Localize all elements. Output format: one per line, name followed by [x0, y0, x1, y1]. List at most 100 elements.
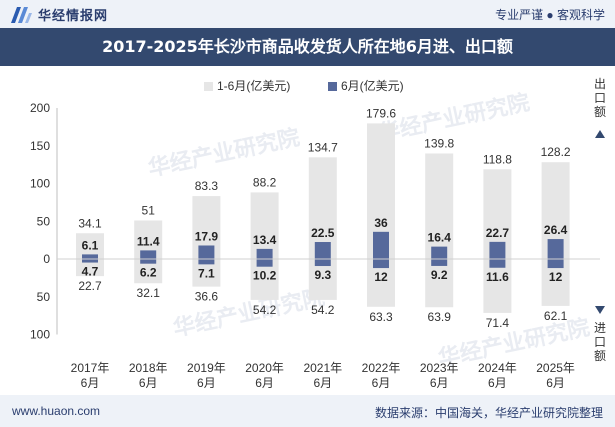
- x-tick-label: 2025年 6月: [536, 361, 575, 390]
- label-import-total: 54.2: [253, 303, 277, 317]
- label-import-total: 36.6: [195, 290, 219, 304]
- label-export-total: 139.8: [424, 136, 454, 150]
- bar-import-total: [425, 259, 454, 308]
- x-tick-label: 2024年 6月: [478, 361, 517, 390]
- label-export-total: 34.1: [78, 216, 102, 230]
- label-export-month: 36: [374, 216, 388, 230]
- brand-name: 华经情报网: [38, 8, 109, 23]
- y-tick-label: 50: [37, 214, 51, 228]
- x-tick-label: 2018年 6月: [129, 361, 168, 390]
- down-arrow-icon: [595, 306, 605, 314]
- slogan: 专业严谨 ● 客观科学: [495, 8, 605, 22]
- legend-swatch-month: [328, 82, 337, 91]
- legend-swatch-total: [204, 82, 213, 91]
- bar-import-month: [82, 259, 98, 263]
- legend: 1-6月(亿美元) 6月(亿美元): [204, 78, 404, 93]
- label-import-month: 12: [549, 270, 563, 284]
- label-import-total: 54.2: [311, 303, 335, 317]
- side-label-export: 出口额: [594, 77, 606, 119]
- bar-import-month: [373, 259, 389, 269]
- side-label-import: 进口额: [594, 321, 606, 363]
- legend-label-month: 6月(亿美元): [341, 78, 404, 93]
- brand: 华经情报网: [10, 5, 108, 24]
- label-export-month: 22.7: [486, 226, 510, 240]
- label-export-month: 22.5: [311, 226, 335, 240]
- label-export-total: 118.8: [483, 152, 512, 166]
- bar-import-month: [314, 259, 331, 267]
- label-export-month: 6.1: [82, 238, 99, 252]
- x-axis: 2017年 6月 2018年 6月 2019年 6月 2020年 6月 2021年 6月 2022年…: [57, 258, 600, 390]
- label-import-month: 9.2: [431, 268, 448, 282]
- bar-import-month: [431, 259, 448, 266]
- label-import-total: 22.7: [78, 279, 102, 293]
- bar-import-month: [256, 259, 273, 267]
- bar-export-total: [250, 192, 279, 259]
- label-import-month: 6.2: [140, 266, 157, 280]
- bar-export-month: [431, 246, 448, 259]
- label-export-month: 11.4: [137, 234, 160, 248]
- label-import-total: 32.1: [137, 286, 161, 300]
- label-export-total: 88.2: [253, 175, 277, 189]
- label-import-month: 4.7: [82, 265, 99, 279]
- label-export-month: 13.4: [253, 233, 277, 247]
- y-tick-label: 100: [30, 328, 50, 342]
- label-import-month: 9.3: [314, 268, 331, 282]
- watermark-text: 华经产业研究院: [146, 124, 302, 180]
- label-export-total: 179.6: [366, 106, 396, 120]
- bar-import-month: [547, 259, 564, 269]
- legend-label-total: 1-6月(亿美元): [217, 78, 290, 93]
- x-tick-label: 2019年 6月: [187, 361, 226, 390]
- bar-export-total: [425, 153, 454, 259]
- y-tick-label: 150: [30, 139, 50, 153]
- bar-import-month: [489, 259, 506, 268]
- footer-website: www.huaon.com: [12, 404, 101, 418]
- data-labels: 34.16.14.722.75111.46.232.183.317.97.136…: [78, 106, 571, 330]
- bars: [76, 123, 570, 313]
- label-import-total: 63.9: [428, 310, 452, 324]
- bar-export-month: [140, 250, 157, 259]
- label-export-month: 26.4: [544, 223, 568, 237]
- label-import-month: 12: [374, 270, 388, 284]
- label-export-total: 128.2: [541, 145, 571, 159]
- x-tick-label: 2022年 6月: [362, 361, 401, 390]
- label-import-month: 7.1: [198, 266, 215, 280]
- label-export-total: 134.7: [308, 140, 338, 154]
- bar-import-month: [140, 259, 157, 264]
- x-tick-label: 2020年 6月: [245, 361, 284, 390]
- label-export-month: 17.9: [195, 229, 219, 243]
- bar-export-month: [547, 239, 564, 259]
- top-bar: 华经情报网 专业严谨 ● 客观科学: [0, 0, 615, 28]
- bar-import-total: [483, 259, 512, 313]
- label-export-month: 16.4: [428, 231, 452, 245]
- bar-import-total: [76, 259, 104, 277]
- chart-title: 2017-2025年长沙市商品收发货人所在地6月进、出口额: [0, 28, 615, 66]
- x-tick-label: 2017年 6月: [71, 361, 110, 390]
- label-import-month: 11.6: [486, 270, 509, 284]
- y-tick-label: 50: [37, 290, 51, 304]
- huajing-logo-icon: [11, 6, 32, 23]
- y-tick-label: 100: [30, 177, 50, 191]
- label-export-total: 51: [142, 203, 156, 217]
- label-import-month: 10.2: [253, 269, 277, 283]
- label-import-total: 62.1: [544, 309, 568, 323]
- label-export-total: 83.3: [195, 179, 219, 193]
- bar-export-month: [489, 241, 506, 259]
- x-tick-label: 2023年 6月: [420, 361, 459, 390]
- bar-export-month: [373, 231, 389, 259]
- x-tick-label: 2021年 6月: [303, 361, 342, 390]
- footer-source: 数据来源：中国海关，华经产业研究院整理: [374, 406, 603, 420]
- bar-import-month: [198, 259, 215, 265]
- label-import-total: 71.4: [486, 316, 510, 330]
- y-axis: 200 150 100 50 0 50 100: [30, 101, 58, 342]
- bar-export-month: [314, 242, 331, 259]
- bar-export-month: [256, 248, 273, 259]
- bar-export-month: [198, 245, 215, 259]
- up-arrow-icon: [595, 130, 605, 138]
- bar-export-month: [82, 254, 98, 259]
- y-tick-label: 0: [43, 252, 50, 266]
- y-tick-label: 200: [30, 101, 50, 115]
- label-import-total: 63.3: [369, 310, 393, 324]
